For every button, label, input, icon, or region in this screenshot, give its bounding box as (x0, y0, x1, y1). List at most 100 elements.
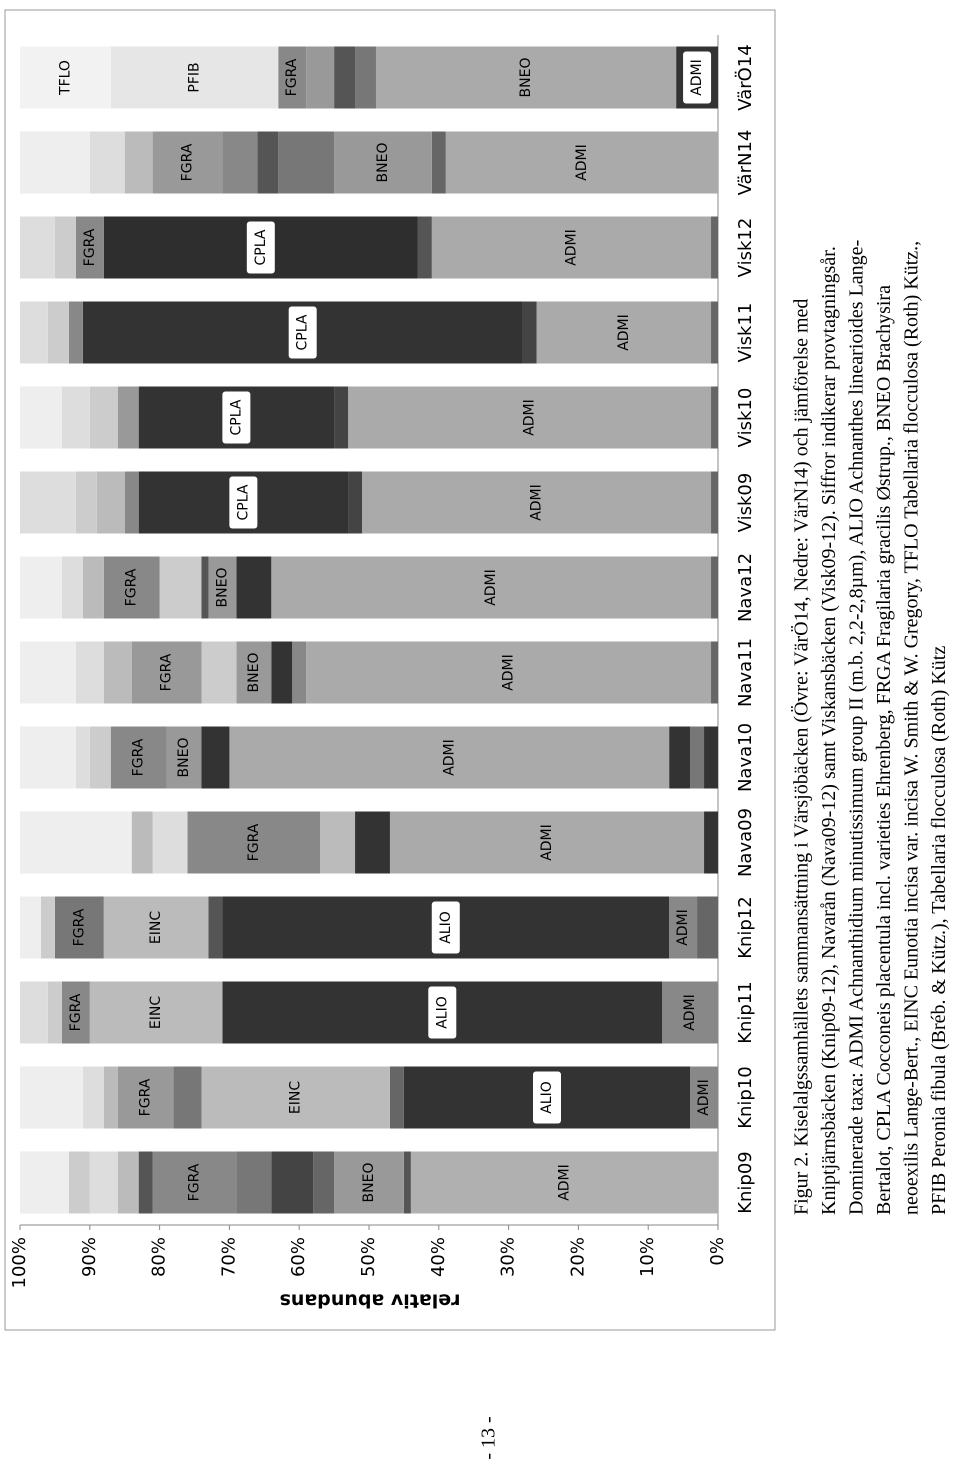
y-tick-label: 100% (9, 1237, 30, 1288)
segment-label: ADMI (563, 229, 579, 266)
bar-segment (20, 556, 62, 619)
bar-segment (417, 216, 432, 279)
segment-label: CPLA (253, 229, 269, 265)
bar-segment (355, 811, 390, 874)
segment-label: FGRA (124, 568, 140, 606)
x-tick-label: Knip11 (735, 981, 756, 1044)
chart-frame (4, 9, 776, 1331)
y-tick-label: 20% (567, 1237, 588, 1277)
bar-segment (20, 46, 111, 109)
segment-label: BNEO (246, 653, 262, 693)
caption-line: neoexilis Lange-Bert., EINC Eunotia inci… (901, 241, 923, 1215)
segment-label: ADMI (682, 994, 698, 1031)
bar-segment (410, 1151, 718, 1214)
bar-segment (20, 386, 62, 449)
bar-segment (103, 556, 160, 619)
bar-segment (334, 1151, 404, 1214)
bar-segment (236, 641, 272, 704)
segment-label: TFLO (57, 60, 73, 96)
segment-label: ADMI (483, 569, 499, 606)
bar-segment (362, 471, 712, 534)
bar-segment (20, 726, 76, 789)
bar-segment (124, 471, 139, 534)
bar-segment (20, 1066, 83, 1129)
bar-segment (431, 216, 712, 279)
bar-segment (20, 1151, 69, 1214)
segment-label: BNEO (214, 568, 230, 608)
bar-segment (662, 981, 718, 1044)
bar-segment (320, 811, 356, 874)
segment-label: ADMI (616, 314, 632, 351)
bar-segment (89, 131, 125, 194)
x-tick-label: Nava09 (735, 808, 756, 877)
y-tick-label: 0% (707, 1237, 728, 1266)
bar-segment (131, 811, 153, 874)
bar-segment (669, 726, 691, 789)
bar-segment (61, 556, 83, 619)
bar-segment (75, 216, 104, 279)
bar-segment (103, 896, 209, 959)
segment-label: CPLA (295, 314, 311, 350)
x-tick-label: Knip12 (735, 896, 756, 959)
bar-segment (711, 216, 719, 279)
y-tick-label: 50% (358, 1237, 379, 1277)
segment-label: EINC (148, 996, 164, 1029)
bar-segment (117, 386, 139, 449)
caption-line: Dominerade taxa: ADMI Achnanthidium minu… (846, 240, 868, 1215)
bar-segment (187, 811, 321, 874)
y-tick-label: 90% (79, 1237, 100, 1277)
page-number: - 13 - (478, 1416, 500, 1459)
label-box (288, 306, 317, 359)
segment-label: BNEO (361, 1163, 377, 1203)
segment-label: FGRA (246, 823, 262, 861)
y-tick-label: 10% (637, 1237, 658, 1277)
bar-segment (222, 131, 258, 194)
bar-segment (166, 726, 202, 789)
x-tick-label: Visk12 (735, 218, 756, 278)
segment-label: FGRA (68, 993, 84, 1031)
segment-label: FGRA (284, 58, 300, 96)
bar-segment (89, 981, 223, 1044)
y-tick-label: 40% (428, 1237, 449, 1277)
label-box (431, 901, 460, 954)
segment-label: ADMI (539, 824, 555, 861)
bar-segment (348, 471, 363, 534)
bar-segment (201, 556, 209, 619)
y-tick-label: 60% (288, 1237, 309, 1277)
bar-segment (208, 896, 223, 959)
bar-segment (68, 1151, 90, 1214)
bar-segment (152, 811, 188, 874)
segment-label: FGRA (159, 653, 175, 691)
bar-segment (54, 896, 104, 959)
segment-label: ADMI (675, 909, 691, 946)
bar-segment (669, 896, 698, 959)
bar-segment (711, 641, 719, 704)
x-tick-label: Knip09 (735, 1151, 756, 1214)
segment-label: BNEO (375, 143, 391, 183)
bar-segment (334, 131, 432, 194)
bar-segment (292, 641, 307, 704)
segment-label: ADMI (556, 1164, 572, 1201)
bar-segment (124, 131, 153, 194)
bar-segment (138, 1151, 153, 1214)
bar-segment (334, 46, 356, 109)
bar-segment (159, 556, 202, 619)
bar-segment (355, 46, 376, 109)
bar-segment (20, 641, 76, 704)
segment-label: FGRA (187, 1163, 203, 1201)
bar-segment (306, 641, 712, 704)
bar-segment (313, 1151, 335, 1214)
label-box (683, 51, 712, 104)
caption-line: Bertalot, CPLA Cocconeis placentula incl… (873, 285, 895, 1215)
segment-label: BNEO (176, 738, 192, 778)
bar-segment (236, 1151, 272, 1214)
bar-segment (40, 896, 55, 959)
bar-segment (431, 131, 446, 194)
bar-segment (68, 301, 83, 364)
bar-segment (61, 981, 90, 1044)
bar-segment (110, 46, 279, 109)
bar-segment (82, 1066, 104, 1129)
bar-segment (103, 1066, 118, 1129)
